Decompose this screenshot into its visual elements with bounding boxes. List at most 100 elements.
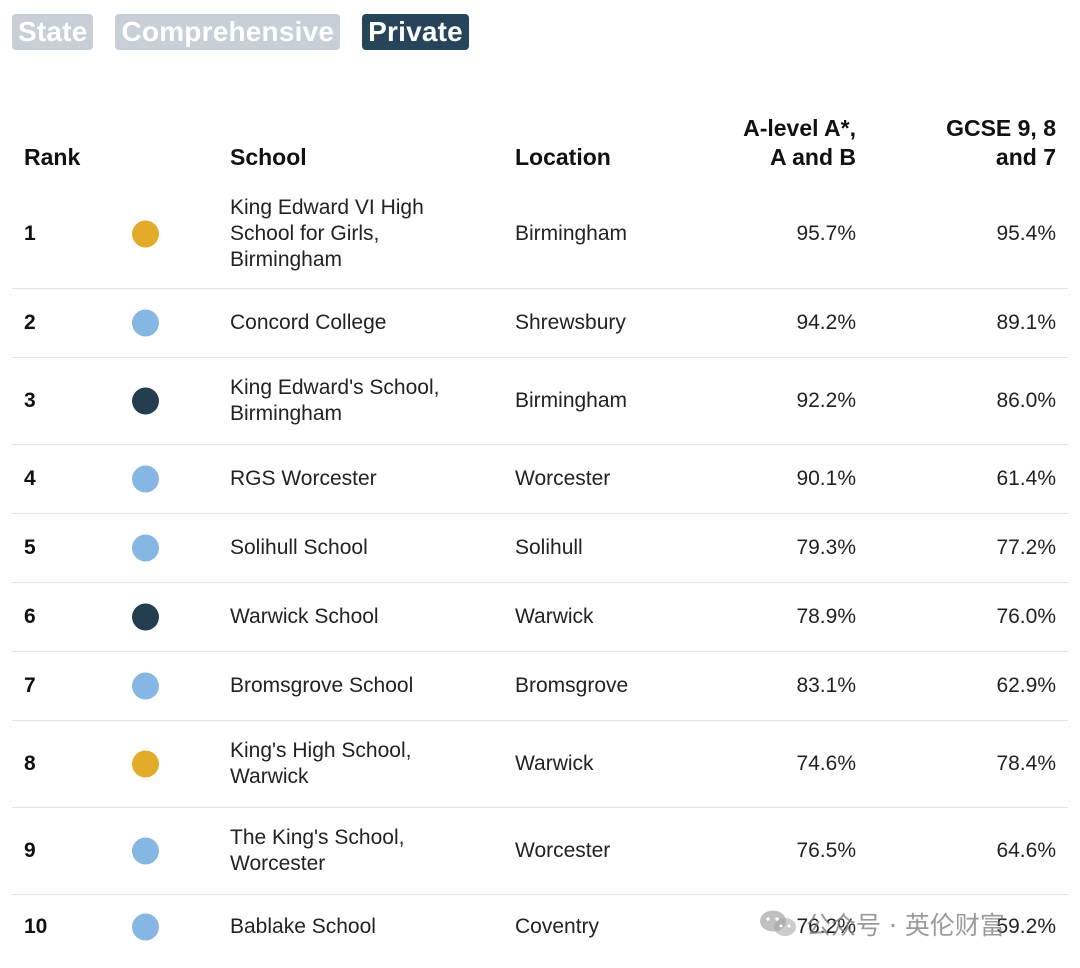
gcse-cell: 59.2% <box>996 915 1056 938</box>
location-cell: Warwick <box>515 605 594 628</box>
location-cell: Worcester <box>515 467 611 490</box>
filter-private-button[interactable]: Private <box>362 14 469 50</box>
alevel-cell: 95.7% <box>796 222 856 245</box>
gcse-cell: 64.6% <box>996 839 1056 862</box>
school-name-line: Birmingham <box>230 248 343 271</box>
rank-cell: 9 <box>24 839 36 862</box>
school-cell: Concord College <box>230 310 500 336</box>
school-type-filters: State Comprehensive Private <box>12 14 469 50</box>
school-name-line: King Edward VI High <box>230 196 424 219</box>
school-cell: Bromsgrove School <box>230 673 500 699</box>
rank-cell: 1 <box>24 222 36 245</box>
table-row: 6 Warwick School Warwick 78.9% 76.0% <box>12 583 1068 652</box>
table-row: 1 King Edward VI High School for Girls, Bir… <box>12 180 1068 289</box>
location-cell: Worcester <box>515 839 611 862</box>
table-row: 9 The King's School, Worcester Worcester 76.… <box>12 808 1068 895</box>
rank-cell: 6 <box>24 605 36 628</box>
rank-cell: 5 <box>24 536 36 559</box>
school-type-dot <box>132 220 159 248</box>
alevel-cell: 79.3% <box>796 536 856 559</box>
table-row: 7 Bromsgrove School Bromsgrove 83.1% 62.9% <box>12 652 1068 721</box>
rank-cell: 10 <box>24 915 48 938</box>
rank-cell: 7 <box>24 674 36 697</box>
school-name-line: Solihull School <box>230 536 368 559</box>
school-type-dot <box>132 672 159 700</box>
table-row: 8 King's High School, Warwick Warwick 74.6% 7… <box>12 721 1068 808</box>
header-gcse-line1: GCSE 9, 8 <box>946 115 1056 141</box>
school-cell: King Edward VI High School for Girls, Birm… <box>230 195 500 273</box>
rank-cell: 2 <box>24 311 36 334</box>
header-gcse: GCSE 9, 8 and 7 <box>946 114 1056 172</box>
school-name-line: King's High School, <box>230 739 412 762</box>
school-cell: Solihull School <box>230 535 500 561</box>
header-gcse-line2: and 7 <box>995 144 1056 170</box>
school-type-dot <box>132 309 159 337</box>
school-name-line: Concord College <box>230 311 387 334</box>
school-name-line: Bromsgrove School <box>230 674 414 697</box>
gcse-cell: 78.4% <box>996 752 1056 775</box>
filter-comprehensive-button[interactable]: Comprehensive <box>115 14 341 50</box>
alevel-cell: 92.2% <box>796 389 856 412</box>
school-name-line: Bablake School <box>230 915 376 938</box>
location-cell: Coventry <box>515 915 600 938</box>
school-type-dot <box>132 387 159 415</box>
school-name-line: Warwick <box>230 765 309 788</box>
filter-state-button[interactable]: State <box>12 14 94 50</box>
school-name-line: Birmingham <box>230 402 343 425</box>
table-row: 10 Bablake School Coventry 76.2% 59.2% <box>12 895 1068 959</box>
school-cell: The King's School, Worcester <box>230 825 500 877</box>
location-cell: Solihull <box>515 536 583 559</box>
school-type-dot <box>132 750 159 778</box>
gcse-cell: 77.2% <box>996 536 1056 559</box>
school-cell: RGS Worcester <box>230 466 500 492</box>
alevel-cell: 76.5% <box>796 839 856 862</box>
rank-cell: 4 <box>24 467 36 490</box>
gcse-cell: 61.4% <box>996 467 1056 490</box>
school-cell: King Edward's School, Birmingham <box>230 375 500 427</box>
school-name-line: The King's School, <box>230 826 405 849</box>
table-header: Rank School Location A-level A*, A and B… <box>12 96 1068 180</box>
table-body: 1 King Edward VI High School for Girls, Bir… <box>12 180 1068 959</box>
header-location: Location <box>515 144 611 170</box>
school-name-line: School for Girls, <box>230 222 380 245</box>
school-name-line: King Edward's School, <box>230 376 440 399</box>
rank-cell: 8 <box>24 752 36 775</box>
school-type-dot <box>132 913 159 941</box>
header-rank: Rank <box>24 144 81 170</box>
school-rankings-table: Rank School Location A-level A*, A and B… <box>12 96 1068 959</box>
alevel-cell: 83.1% <box>796 674 856 697</box>
alevel-cell: 76.2% <box>796 915 856 938</box>
school-type-dot <box>132 603 159 631</box>
header-alevel-line1: A-level A*, <box>743 115 856 141</box>
school-type-dot <box>132 837 159 865</box>
school-type-dot <box>132 534 159 562</box>
location-cell: Shrewsbury <box>515 311 626 334</box>
gcse-cell: 62.9% <box>996 674 1056 697</box>
location-cell: Warwick <box>515 752 594 775</box>
school-name-line: RGS Worcester <box>230 467 377 490</box>
location-cell: Birmingham <box>515 222 628 245</box>
header-school: School <box>230 144 307 170</box>
table-row: 5 Solihull School Solihull 79.3% 77.2% <box>12 514 1068 583</box>
alevel-cell: 74.6% <box>796 752 856 775</box>
school-cell: Warwick School <box>230 604 500 630</box>
school-name-line: Worcester <box>230 852 326 875</box>
gcse-cell: 89.1% <box>996 311 1056 334</box>
table-row: 3 King Edward's School, Birmingham Birmingh… <box>12 358 1068 445</box>
location-cell: Bromsgrove <box>515 674 629 697</box>
alevel-cell: 90.1% <box>796 467 856 490</box>
table-row: 4 RGS Worcester Worcester 90.1% 61.4% <box>12 445 1068 514</box>
gcse-cell: 86.0% <box>996 389 1056 412</box>
header-alevel-line2: A and B <box>769 144 856 170</box>
gcse-cell: 95.4% <box>996 222 1056 245</box>
gcse-cell: 76.0% <box>996 605 1056 628</box>
school-name-line: Warwick School <box>230 605 379 628</box>
location-cell: Birmingham <box>515 389 628 412</box>
school-cell: Bablake School <box>230 914 500 940</box>
alevel-cell: 94.2% <box>796 311 856 334</box>
rank-cell: 3 <box>24 389 36 412</box>
school-type-dot <box>132 465 159 493</box>
table-row: 2 Concord College Shrewsbury 94.2% 89.1% <box>12 289 1068 358</box>
header-alevel: A-level A*, A and B <box>743 114 856 172</box>
alevel-cell: 78.9% <box>796 605 856 628</box>
